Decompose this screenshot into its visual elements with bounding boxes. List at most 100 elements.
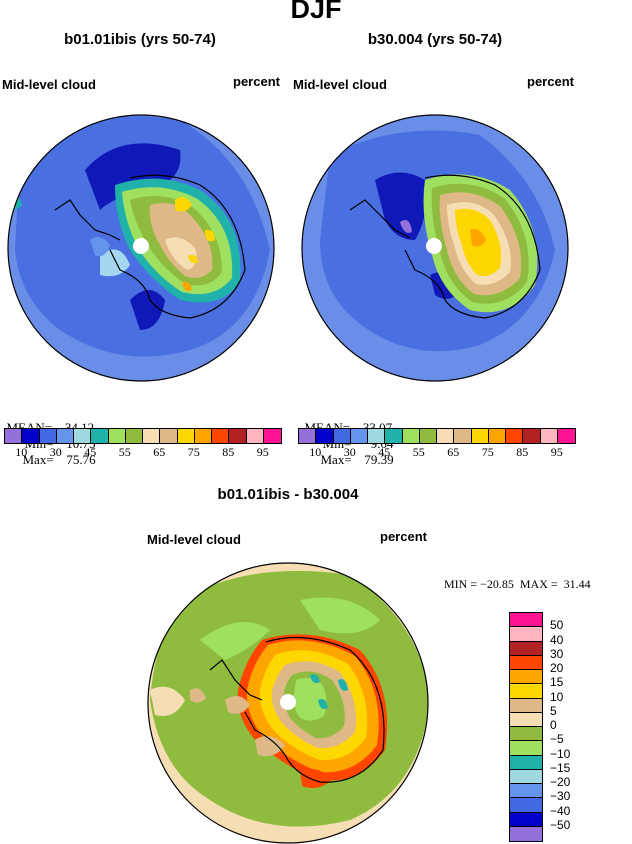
panel1-colorbar xyxy=(4,428,282,444)
colorbar-tick-label: 75 xyxy=(187,445,200,459)
colorbar-swatch xyxy=(39,429,57,443)
colorbar-swatch xyxy=(212,429,230,443)
panel2-colorbar-labels: 10 30 45 55 65 75 85 95 xyxy=(298,445,574,461)
panel1-max-value: 75.76 xyxy=(66,452,96,467)
colorbar-swatch xyxy=(488,429,506,443)
colorbar-swatch xyxy=(333,429,351,443)
colorbar-tick-label: 30 xyxy=(343,445,356,459)
colorbar-swatch xyxy=(246,429,264,443)
colorbar-swatch xyxy=(510,712,542,727)
colorbar-swatch xyxy=(454,429,472,443)
panel1-units-label: percent xyxy=(233,74,280,89)
colorbar-swatch xyxy=(510,684,542,699)
colorbar-tick-label: −5 xyxy=(550,732,564,747)
colorbar-tick-label: −50 xyxy=(550,817,571,832)
diff-title: b01.01ibis - b30.004 xyxy=(217,486,359,503)
colorbar-tick-label: 45 xyxy=(84,445,97,459)
colorbar-swatch xyxy=(385,429,403,443)
colorbar-tick-label: 95 xyxy=(550,445,563,459)
panel1-variable-label: Mid-level cloud xyxy=(2,77,96,92)
colorbar-tick-label: −40 xyxy=(550,803,571,818)
diff-stats: MIN = −20.85 MAX = 31.44 xyxy=(444,577,591,591)
colorbar-swatch xyxy=(299,429,317,443)
colorbar-swatch xyxy=(510,670,542,685)
colorbar-tick-label: −15 xyxy=(550,760,571,775)
colorbar-swatch xyxy=(91,429,109,443)
colorbar-tick-label: 45 xyxy=(378,445,391,459)
colorbar-swatch xyxy=(160,429,178,443)
panel2-max-label: Max= xyxy=(320,452,352,467)
colorbar-swatch xyxy=(540,429,558,443)
panel1-stats: MEAN= 34.12 Min= 10.75 Max= 75.76 xyxy=(0,404,96,468)
colorbar-tick-label: 5 xyxy=(550,703,557,718)
colorbar-tick-label: 30 xyxy=(550,646,564,661)
colorbar-swatch xyxy=(510,655,542,670)
colorbar-tick-label: 85 xyxy=(222,445,235,459)
colorbar-swatch xyxy=(510,641,542,656)
colorbar-tick-label: 55 xyxy=(412,445,425,459)
colorbar-swatch xyxy=(350,429,368,443)
colorbar-tick-label: 20 xyxy=(550,661,564,675)
colorbar-swatch xyxy=(510,627,542,642)
colorbar-tick-label: 10 xyxy=(550,689,564,704)
panel1-title: b01.01ibis (yrs 50-74) xyxy=(64,31,216,48)
colorbar-tick-label: 95 xyxy=(256,445,269,459)
diff-colorbar xyxy=(509,612,543,842)
colorbar-swatch xyxy=(5,429,23,443)
colorbar-tick-label: 40 xyxy=(550,632,564,647)
colorbar-tick-label: 50 xyxy=(550,618,564,633)
colorbar-swatch xyxy=(510,698,542,713)
colorbar-swatch xyxy=(510,798,542,813)
colorbar-swatch xyxy=(510,741,542,756)
colorbar-swatch xyxy=(177,429,195,443)
colorbar-tick-label: 85 xyxy=(516,445,529,459)
colorbar-swatch xyxy=(510,826,542,841)
colorbar-tick-label: −10 xyxy=(550,746,571,761)
colorbar-tick-label: −20 xyxy=(550,775,571,789)
colorbar-swatch xyxy=(437,429,455,443)
colorbar-tick-label: 10 xyxy=(309,445,322,459)
colorbar-swatch xyxy=(56,429,74,443)
colorbar-swatch xyxy=(510,613,542,628)
panel2-units-label: percent xyxy=(527,74,574,89)
colorbar-tick-label: 75 xyxy=(481,445,494,459)
panel2-colorbar xyxy=(298,428,576,444)
colorbar-swatch xyxy=(316,429,334,443)
colorbar-swatch xyxy=(510,769,542,784)
colorbar-swatch xyxy=(419,429,437,443)
diff-variable-label: Mid-level cloud xyxy=(147,532,241,547)
panel2-max-value: 79.39 xyxy=(364,452,394,467)
colorbar-swatch xyxy=(194,429,212,443)
colorbar-swatch xyxy=(143,429,161,443)
colorbar-swatch xyxy=(510,755,542,770)
panel2-variable-label: Mid-level cloud xyxy=(293,77,387,92)
colorbar-swatch xyxy=(523,429,541,443)
colorbar-tick-label: 65 xyxy=(447,445,460,459)
panel2-title: b30.004 (yrs 50-74) xyxy=(367,31,503,48)
season-title: DJF xyxy=(290,0,342,24)
panel1-max-label: Max= xyxy=(22,452,54,467)
colorbar-swatch xyxy=(263,429,281,443)
colorbar-swatch xyxy=(402,429,420,443)
colorbar-swatch xyxy=(510,784,542,799)
colorbar-tick-label: 55 xyxy=(118,445,131,459)
colorbar-tick-label: 0 xyxy=(550,718,557,732)
colorbar-swatch xyxy=(506,429,524,443)
colorbar-swatch xyxy=(74,429,92,443)
colorbar-swatch xyxy=(510,812,542,827)
colorbar-swatch xyxy=(229,429,247,443)
colorbar-tick-label: 15 xyxy=(550,675,564,690)
diff-units-label: percent xyxy=(380,529,427,544)
colorbar-swatch xyxy=(22,429,40,443)
diff-colorbar-labels: 50 40 30 20 15 10 5 0 −5 −10 −15 −20 −30 −40 −50 xyxy=(548,612,588,840)
colorbar-tick-label: 10 xyxy=(15,445,28,459)
colorbar-tick-label: −30 xyxy=(550,789,571,804)
colorbar-tick-label: 65 xyxy=(153,445,166,459)
colorbar-swatch xyxy=(368,429,386,443)
panel1-colorbar-labels: 10 30 45 55 65 75 85 95 xyxy=(4,445,280,461)
colorbar-swatch xyxy=(557,429,575,443)
colorbar-swatch xyxy=(471,429,489,443)
